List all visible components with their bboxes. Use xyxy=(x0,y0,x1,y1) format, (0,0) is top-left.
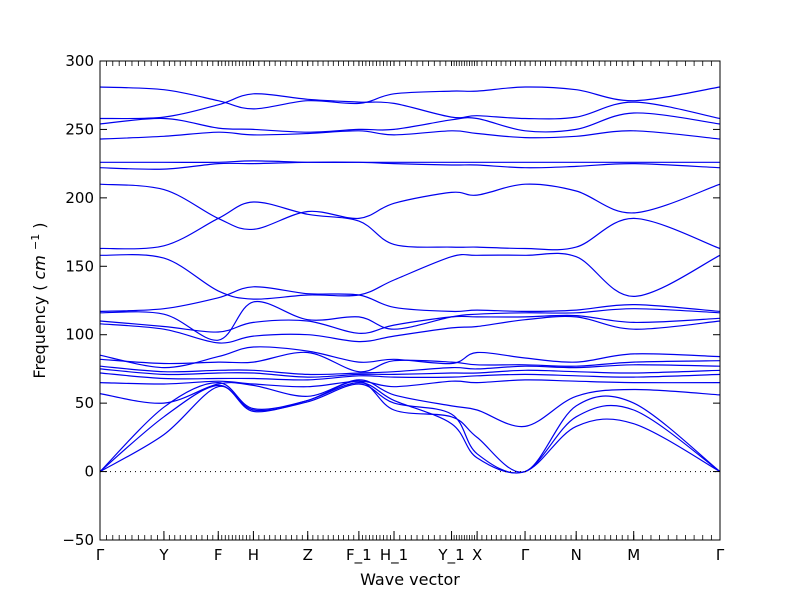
y-axis-title: Frequency ( cm −1 ) xyxy=(24,222,49,378)
y-tick-label: 250 xyxy=(65,120,94,138)
band-line-10 xyxy=(99,286,721,313)
x-tick-label: Y xyxy=(158,546,169,564)
x-tick-label: F xyxy=(214,546,223,564)
x-tick-label: Y_1 xyxy=(437,546,464,565)
x-tick-label: X xyxy=(472,546,482,564)
band-line-13 xyxy=(99,315,721,344)
x-tick-label: N xyxy=(571,546,582,564)
x-tick-label: Γ xyxy=(96,546,105,564)
band-line-22 xyxy=(99,383,721,474)
x-tick-label: F_1 xyxy=(346,546,372,565)
band-line-16 xyxy=(99,364,721,376)
x-tick-label: Z xyxy=(303,546,313,564)
y-axis: −50 0 50 100 150 200 250 300 xyxy=(62,52,720,549)
band-line-2 xyxy=(99,93,721,120)
band-line-23 xyxy=(99,381,721,474)
band-line-21 xyxy=(99,380,721,473)
y-axis-title-paren-open: ( xyxy=(30,285,49,291)
band-line-14 xyxy=(99,346,721,369)
band-line-3 xyxy=(99,112,721,133)
band-line-9 xyxy=(99,252,721,300)
y-tick-label: 0 xyxy=(84,463,94,481)
x-tick-label: M xyxy=(627,546,640,564)
y-axis-title-text: Frequency xyxy=(30,296,49,379)
y-axis-title-unit: cm xyxy=(30,255,49,279)
x-tick-label: Γ xyxy=(716,546,725,564)
plot-area xyxy=(99,86,721,474)
band-line-4 xyxy=(99,130,721,140)
band-line-20 xyxy=(99,379,721,428)
y-tick-label: 300 xyxy=(65,52,94,70)
plot-frame xyxy=(99,60,721,541)
band-line-5 xyxy=(100,160,720,163)
band-line-19 xyxy=(99,379,721,388)
band-line-15 xyxy=(99,351,721,373)
x-tick-label: H_1 xyxy=(380,546,408,565)
band-line-8 xyxy=(99,201,721,251)
x-tick-label: Γ xyxy=(521,546,530,564)
band-line-11 xyxy=(99,300,721,341)
band-line-6 xyxy=(99,161,721,170)
x-axis: Γ Y F H Z F_1 H_1 Y_1 X Γ N M Γ xyxy=(96,61,725,565)
band-line-12 xyxy=(99,314,721,334)
band-line-1 xyxy=(99,86,721,110)
x-tick-label: H xyxy=(248,546,259,564)
y-tick-label: −50 xyxy=(62,531,94,549)
band-line-18 xyxy=(99,372,721,381)
band-line-17 xyxy=(99,368,721,378)
y-tick-label: 200 xyxy=(65,189,94,207)
y-tick-label: 50 xyxy=(75,394,94,412)
y-axis-title-unit-exp: −1 xyxy=(29,234,42,250)
y-axis-title-paren-close: ) xyxy=(30,222,49,228)
y-tick-label: 100 xyxy=(65,326,94,344)
y-tick-label: 150 xyxy=(65,257,94,275)
x-axis-title: Wave vector xyxy=(360,570,460,589)
